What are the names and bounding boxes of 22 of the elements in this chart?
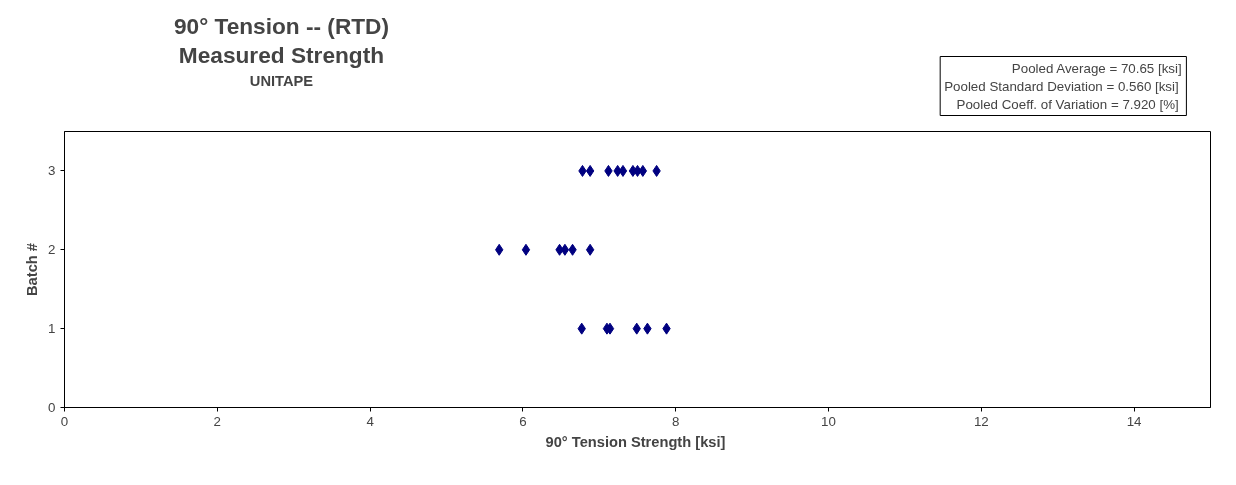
x-tick-label: 6 [519, 413, 527, 429]
x-tick-label: 10 [821, 413, 836, 429]
chart-title: 90° Tension -- (RTD) Measured Strength [173, 12, 389, 68]
point [585, 243, 595, 256]
text: Pooled Standard Deviation = 0.560 [ksi] [944, 78, 1179, 94]
y-tick-label: 1 [48, 321, 56, 337]
y-tick-label: 3 [48, 163, 56, 179]
chart-subtitle: UNITAPE [249, 72, 314, 89]
x-tick-label: 8 [671, 413, 680, 429]
x-tick-label: 4 [366, 413, 375, 429]
point [521, 243, 531, 256]
text: Pooled Average = 70.65 [ksi] [1011, 60, 1182, 76]
x-axis-title: 90° Tension Strength [ksi] [545, 433, 726, 450]
x-tick-label: 2 [213, 413, 222, 429]
x-tick-label: 12 [973, 413, 989, 429]
x-tick-label: 14 [1126, 413, 1143, 429]
y-axis-title: Batch # [24, 243, 41, 296]
y-tick-label: 2 [48, 242, 56, 258]
x-tick-label: 0 [60, 413, 69, 429]
point [585, 164, 595, 177]
y-tick-label: 0 [48, 400, 56, 415]
text: Pooled Coeff. of Variation = 7.920 [%] [956, 96, 1179, 112]
